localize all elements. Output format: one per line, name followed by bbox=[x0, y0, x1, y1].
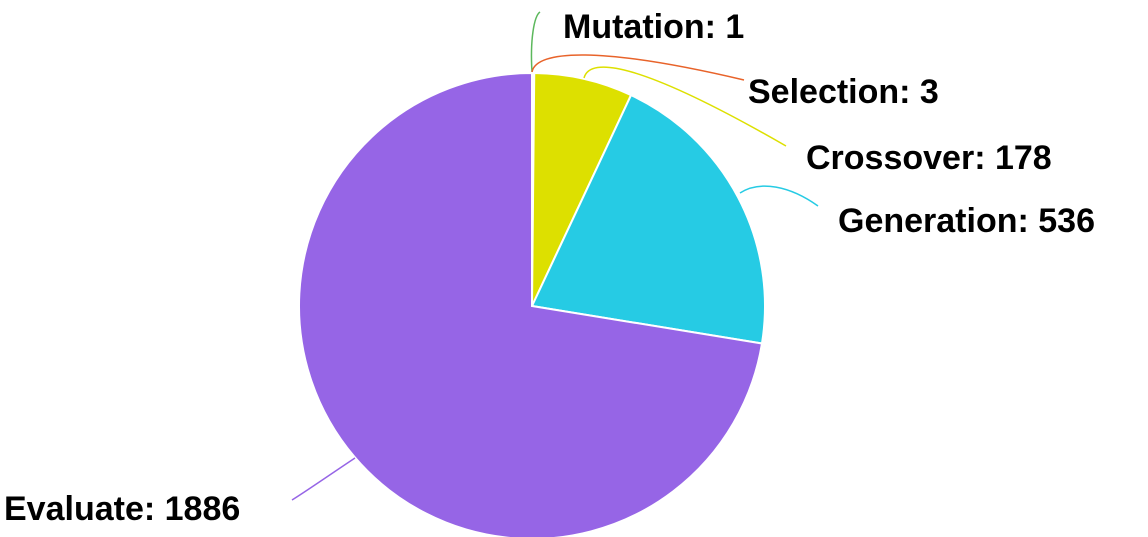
leader-line-evaluate bbox=[291, 457, 356, 501]
slice-evaluate bbox=[297, 71, 764, 537]
leader-line-selection bbox=[531, 54, 745, 81]
leader-line-crossover bbox=[583, 66, 787, 147]
slice-label-crossover: Crossover: 178 bbox=[806, 139, 1052, 177]
leader-lines bbox=[291, 11, 819, 501]
slice-label-evaluate: Evaluate: 1886 bbox=[4, 490, 240, 528]
leader-line-mutation bbox=[530, 11, 541, 73]
slice-label-mutation: Mutation: 1 bbox=[563, 8, 744, 46]
slice-label-generation: Generation: 536 bbox=[838, 202, 1095, 240]
leader-line-generation bbox=[739, 185, 819, 207]
slice-label-selection: Selection: 3 bbox=[748, 73, 939, 111]
slice-generation bbox=[530, 93, 766, 345]
pie-slices bbox=[297, 71, 766, 537]
